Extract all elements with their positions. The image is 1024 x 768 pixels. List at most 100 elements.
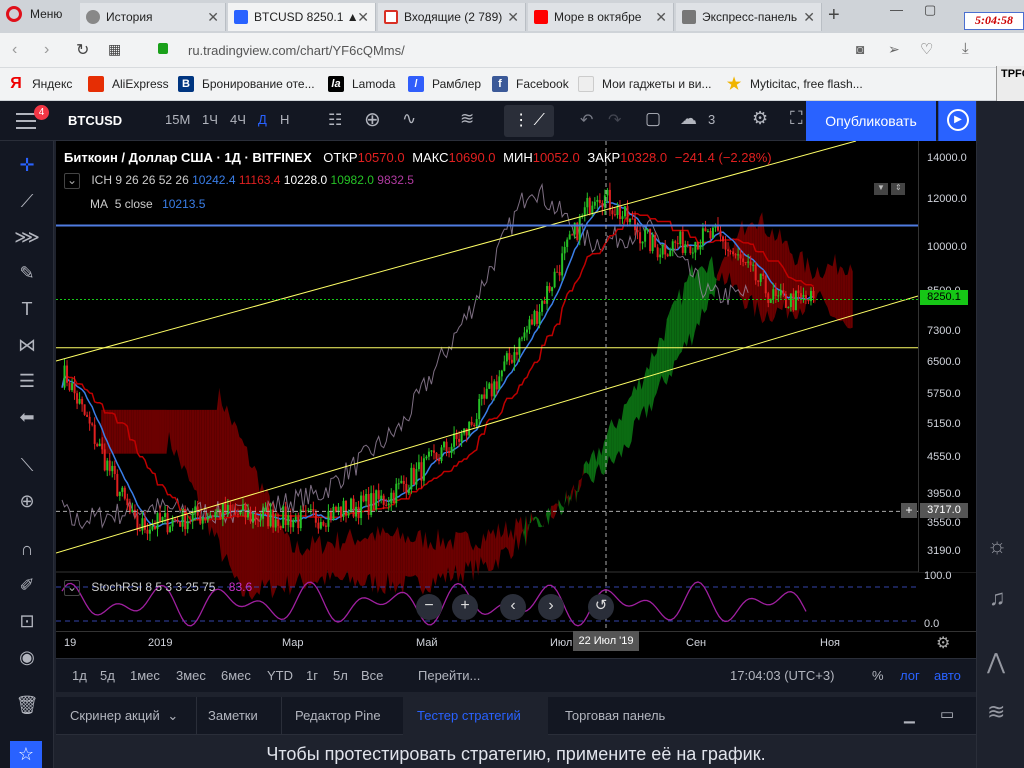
interval-1h[interactable]: 1Ч <box>202 112 218 127</box>
time-axis[interactable]: 19 2019 Мар Май Июл Сен Ноя <box>56 631 976 658</box>
chart-line-icon[interactable]: ⋀ <box>987 649 1006 674</box>
tab-screener[interactable]: Скринер акций ⌄ <box>70 708 179 723</box>
collapse-pane-icon[interactable]: ▼ <box>874 183 888 195</box>
tab-pine-editor[interactable]: Редактор Pine <box>295 708 381 723</box>
range-button[interactable]: 1д <box>72 668 87 683</box>
range-button[interactable]: Все <box>361 668 384 683</box>
maximize-panel-icon[interactable]: ▭ <box>940 706 955 723</box>
zoom-out-button[interactable]: − <box>416 594 442 620</box>
trendline-icon[interactable]: ⟋ <box>20 191 34 211</box>
goto-date[interactable]: Перейти... <box>418 668 481 683</box>
range-button[interactable]: 1г <box>306 668 318 683</box>
back-icon[interactable]: ‹ <box>12 41 18 58</box>
axis-settings-icon[interactable]: ⚙ <box>936 635 951 652</box>
brush-icon[interactable]: ✎ <box>19 263 35 283</box>
range-button[interactable]: 3мес <box>176 668 206 683</box>
tab-strategy-tester[interactable]: Тестер стратегий <box>403 697 548 735</box>
range-button[interactable]: YTD <box>267 668 293 683</box>
tab-btcusd[interactable]: BTCUSD 8250.1 ▲ ✕ <box>228 3 376 31</box>
crosshair-icon[interactable]: ✛ <box>19 155 35 175</box>
play-button[interactable]: ▶ <box>938 101 976 141</box>
reload-icon[interactable]: ↻ <box>76 42 90 59</box>
publish-button[interactable]: Опубликовать <box>806 101 936 141</box>
snapshot-icon[interactable]: ⛶ <box>790 108 803 128</box>
download-icon[interactable]: ⤓ <box>962 40 969 57</box>
collapse-icon[interactable]: ⌄ <box>64 580 80 596</box>
bookmark-lamoda[interactable]: la Lamoda <box>328 76 395 92</box>
speed-dial-icon[interactable]: ▦ <box>108 41 122 57</box>
log-toggle[interactable]: лог <box>900 668 920 683</box>
text-icon[interactable]: T <box>21 299 33 319</box>
opera-menu-button[interactable]: Меню <box>6 6 62 22</box>
bookmark-yandex[interactable]: Я Яндекс <box>8 75 72 92</box>
scroll-right-button[interactable]: › <box>538 594 564 620</box>
tab-gmail[interactable]: Входящие (2 789) ✕ <box>378 3 526 31</box>
alert-bell-icon[interactable]: ♫ <box>989 585 1006 610</box>
range-button[interactable]: 6мес <box>221 668 251 683</box>
fib-icon[interactable]: ⋙ <box>14 227 40 247</box>
redo-icon[interactable]: ↷ <box>608 112 622 129</box>
lightbulb-icon[interactable]: ☼ <box>987 533 1008 558</box>
trash-icon[interactable]: 🗑 <box>15 695 39 715</box>
tab-speed-dial[interactable]: Экспресс-панель ✕ <box>676 3 822 31</box>
interval-4h[interactable]: 4Ч <box>230 112 246 127</box>
tab-notes[interactable]: Заметки <box>208 708 258 723</box>
url-field[interactable]: ru.tradingview.com/chart/YF6cQMms/ <box>188 43 405 58</box>
minimize-panel-icon[interactable]: ▁ <box>904 707 915 723</box>
settings-gear-icon[interactable]: ⚙ <box>752 108 769 128</box>
strategy-icon[interactable]: ≋ <box>460 109 475 128</box>
bookmark-aliexpress[interactable]: AliExpress <box>88 76 169 92</box>
chart-area[interactable]: Биткоин / Доллар США · 1Д · BITFINEX ОТК… <box>56 141 976 631</box>
collapse-icon[interactable]: ⌄ <box>64 173 80 189</box>
undo-icon[interactable]: ↶ <box>580 112 594 129</box>
current-time[interactable]: 17:04:03 (UTC+3) <box>730 668 835 683</box>
interval-1d[interactable]: Д <box>258 112 267 127</box>
bookmark-facebook[interactable]: f Facebook <box>492 76 569 92</box>
add-alert-icon[interactable]: + <box>901 503 917 518</box>
percent-toggle[interactable]: % <box>872 668 884 683</box>
heart-icon[interactable]: ♡ <box>920 41 934 58</box>
lock-icon[interactable]: ⊡ <box>19 611 35 631</box>
drawing-tool-active[interactable]: ⋮ ⟋ <box>504 105 554 137</box>
eye-icon[interactable]: ◉ <box>19 647 35 667</box>
tab-history[interactable]: История ✕ <box>80 3 226 31</box>
forward-icon[interactable]: › <box>44 41 50 58</box>
chart-canvas[interactable] <box>56 141 976 658</box>
ruler-icon[interactable]: ⟍ <box>20 455 34 475</box>
range-button[interactable]: 5л <box>333 668 348 683</box>
send-icon[interactable]: ➢ <box>888 41 900 57</box>
close-icon[interactable]: ✕ <box>357 9 369 25</box>
tab-youtube[interactable]: Море в октябре ✕ <box>528 3 674 31</box>
zoom-in-button[interactable]: + <box>452 594 478 620</box>
scroll-left-button[interactable]: ‹ <box>500 594 526 620</box>
camera-icon[interactable]: ◙ <box>856 41 865 57</box>
fullscreen-icon[interactable]: ▢ <box>645 109 662 128</box>
new-tab-button[interactable]: + <box>828 4 840 26</box>
pattern-icon[interactable]: ⋈ <box>18 335 36 355</box>
zoom-icon[interactable]: ⊕ <box>19 491 35 511</box>
layout-count[interactable]: 3 <box>708 112 716 127</box>
compare-icon[interactable]: ∿ <box>402 109 417 128</box>
auto-toggle[interactable]: авто <box>934 668 961 683</box>
magnet-icon[interactable]: ∩ <box>20 539 34 559</box>
hamburger-menu-button[interactable] <box>16 113 36 129</box>
favorite-star-icon[interactable]: ☆ <box>10 741 42 768</box>
close-icon[interactable]: ✕ <box>803 9 815 25</box>
range-button[interactable]: 5д <box>100 668 115 683</box>
bookmark-gadgets[interactable]: Мои гаджеты и ви... <box>578 76 712 92</box>
hotlist-icon[interactable]: ≋ <box>987 699 1006 724</box>
bookmark-rambler[interactable]: / Рамблер <box>408 76 481 92</box>
close-icon[interactable]: ✕ <box>507 9 519 25</box>
interval-1w[interactable]: Н <box>280 112 290 127</box>
tab-trading-panel[interactable]: Торговая панель <box>565 708 666 723</box>
arrow-left-icon[interactable]: ⬅ <box>19 407 35 427</box>
reset-chart-button[interactable]: ↺ <box>588 594 614 620</box>
symbol-search[interactable]: BTCUSD <box>68 113 123 128</box>
close-icon[interactable]: ✕ <box>207 9 219 25</box>
bookmark-myticitac[interactable]: ★ Myticitac, free flash... <box>726 76 863 93</box>
maximize-pane-icon[interactable]: ⇕ <box>891 183 906 195</box>
candles-icon[interactable]: ☷ <box>328 112 343 129</box>
indicators-icon[interactable]: ⊕ <box>364 109 381 131</box>
interval-15m[interactable]: 15М <box>165 112 191 127</box>
maximize-icon[interactable]: ▢ <box>924 2 937 17</box>
